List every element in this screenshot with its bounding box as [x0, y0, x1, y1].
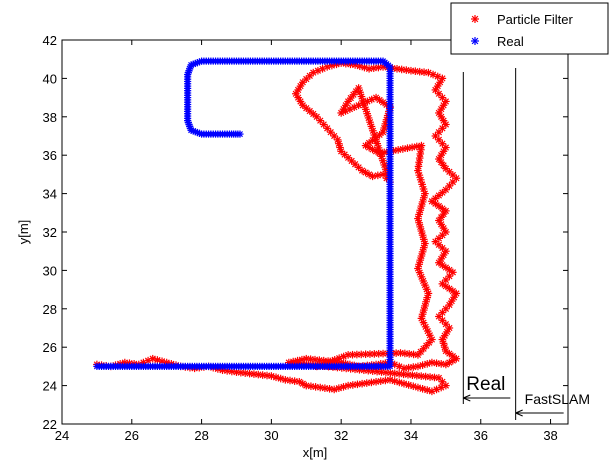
- x-tick-label: 30: [264, 428, 278, 443]
- particle-filter-point: [353, 350, 361, 359]
- legend-marker-particle-filter: [471, 15, 479, 23]
- particle-filter-point: [374, 63, 383, 72]
- particle-filter-point: [435, 258, 443, 267]
- y-tick-label: 30: [43, 263, 57, 278]
- x-tick-label: 28: [194, 428, 208, 443]
- y-tick-label: 26: [43, 340, 57, 355]
- particle-filter-point: [400, 364, 408, 373]
- particle-filter-point: [419, 306, 428, 314]
- annotation-layer: Real FastSLAM: [462, 68, 590, 420]
- particle-filter-point: [372, 147, 380, 156]
- particle-filter-point: [349, 381, 357, 389]
- fastslam-arrow: [515, 409, 564, 417]
- particle-filter-point: [437, 220, 446, 229]
- fastslam-annotation-label: FastSLAM: [525, 391, 590, 407]
- particle-filter-point: [452, 354, 461, 363]
- y-tick-label: 40: [43, 71, 57, 86]
- x-tick-label: 32: [334, 428, 348, 443]
- y-axis-label: y[m]: [16, 220, 31, 245]
- particle-filter-point: [437, 113, 446, 121]
- particle-filter-point: [312, 113, 321, 121]
- particle-filter-point: [348, 350, 357, 359]
- particle-filter-point: [316, 116, 325, 125]
- real-path-point: [236, 130, 244, 138]
- particle-filter-point: [438, 93, 447, 102]
- particle-filter-point: [421, 302, 429, 310]
- particle-filter-point: [381, 376, 390, 385]
- particle-filter-point: [290, 377, 299, 385]
- y-tick-label: 24: [43, 379, 57, 394]
- particle-filter-point: [325, 385, 334, 393]
- particle-filter-point: [374, 171, 382, 180]
- particle-filter-point: [396, 349, 405, 357]
- x-axis-label: x[m]: [303, 445, 328, 460]
- particle-filter-point: [307, 382, 315, 391]
- particle-filter-point: [298, 355, 306, 364]
- y-tick-label: 42: [43, 33, 57, 48]
- particle-filter-point: [392, 349, 400, 357]
- legend: Particle Filter Real: [450, 2, 609, 55]
- particle-filter-point: [372, 93, 380, 102]
- legend-label-real: Real: [497, 34, 524, 49]
- particle-filter-point: [447, 297, 456, 305]
- legend-box: [450, 2, 609, 55]
- particle-filter-point: [445, 349, 454, 358]
- particle-filter-point: [412, 142, 421, 151]
- particle-filter-point: [316, 383, 325, 392]
- x-tick-label: 38: [543, 428, 557, 443]
- particle-filter-point: [442, 228, 450, 236]
- particle-filter-point: [445, 168, 454, 176]
- particle-filter-point: [394, 146, 402, 154]
- y-tick-label: 34: [43, 187, 57, 202]
- x-tick-label: 26: [125, 428, 139, 443]
- real-annotation-label: Real: [466, 374, 505, 395]
- particle-filter-point: [336, 143, 344, 152]
- particle-filter-point: [397, 65, 406, 74]
- particle-filter-point: [438, 335, 447, 344]
- particle-filter-point: [450, 293, 458, 302]
- y-tick-label: 28: [43, 302, 57, 317]
- x-tick-label: 36: [474, 428, 488, 443]
- particle-filter-point: [375, 149, 384, 158]
- y-tick-label: 22: [43, 417, 57, 432]
- particle-filter-point: [353, 380, 362, 389]
- particle-filter-point: [347, 157, 356, 165]
- x-tick-label: 24: [55, 428, 69, 443]
- y-tick-label: 32: [43, 225, 57, 240]
- particle-filter-point: [438, 280, 447, 288]
- legend-label-particle-filter: Particle Filter: [497, 12, 574, 27]
- real-arrow: [463, 394, 511, 402]
- marks-layer: [93, 57, 461, 396]
- particle-filter-point: [403, 144, 412, 152]
- particle-filter-point: [445, 301, 454, 309]
- particle-filter-point: [286, 376, 294, 385]
- particle-filter-point: [437, 151, 446, 159]
- particle-filter-point: [374, 144, 383, 152]
- particle-filter-point: [344, 381, 352, 390]
- particle-filter-point: [438, 377, 447, 386]
- particle-filter-point: [428, 358, 436, 367]
- particle-filter-point: [362, 379, 371, 387]
- particle-filter-point: [399, 145, 407, 153]
- legend-marker-real: [471, 37, 479, 45]
- particle-filter-point: [368, 172, 377, 181]
- y-tick-label: 38: [43, 110, 57, 125]
- particle-filter-point: [438, 124, 447, 133]
- particle-filter-point: [433, 82, 442, 90]
- particle-filter-point: [435, 155, 443, 163]
- particle-filter-point: [298, 379, 307, 388]
- particle-filter-point: [408, 143, 416, 152]
- x-tick-label: 34: [404, 428, 418, 443]
- y-tick-label: 36: [43, 148, 57, 163]
